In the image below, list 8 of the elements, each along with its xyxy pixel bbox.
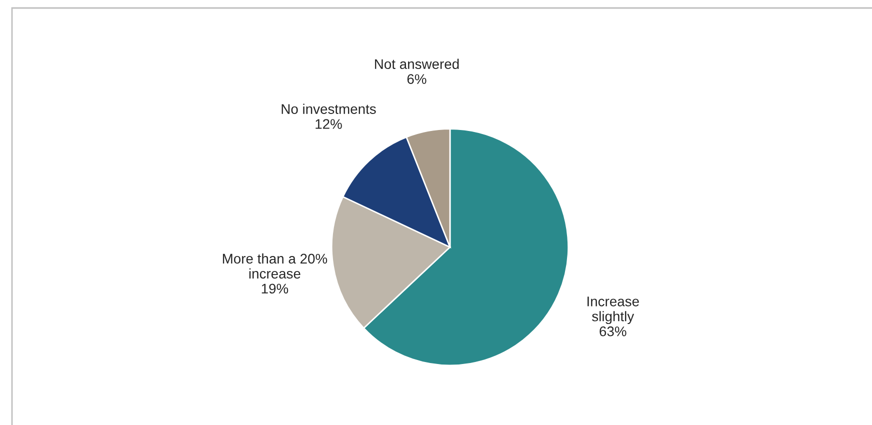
data-label: 12% — [316, 119, 342, 129]
slice-label: Not answered — [375, 58, 459, 70]
slice-label: No investments — [282, 104, 376, 114]
slice-label: Increase slightly — [588, 296, 639, 324]
data-label: 6% — [407, 74, 426, 84]
data-label: 19% — [262, 284, 288, 294]
data-label: 63% — [600, 326, 626, 336]
slice-label: More than a 20% increase — [222, 253, 328, 279]
